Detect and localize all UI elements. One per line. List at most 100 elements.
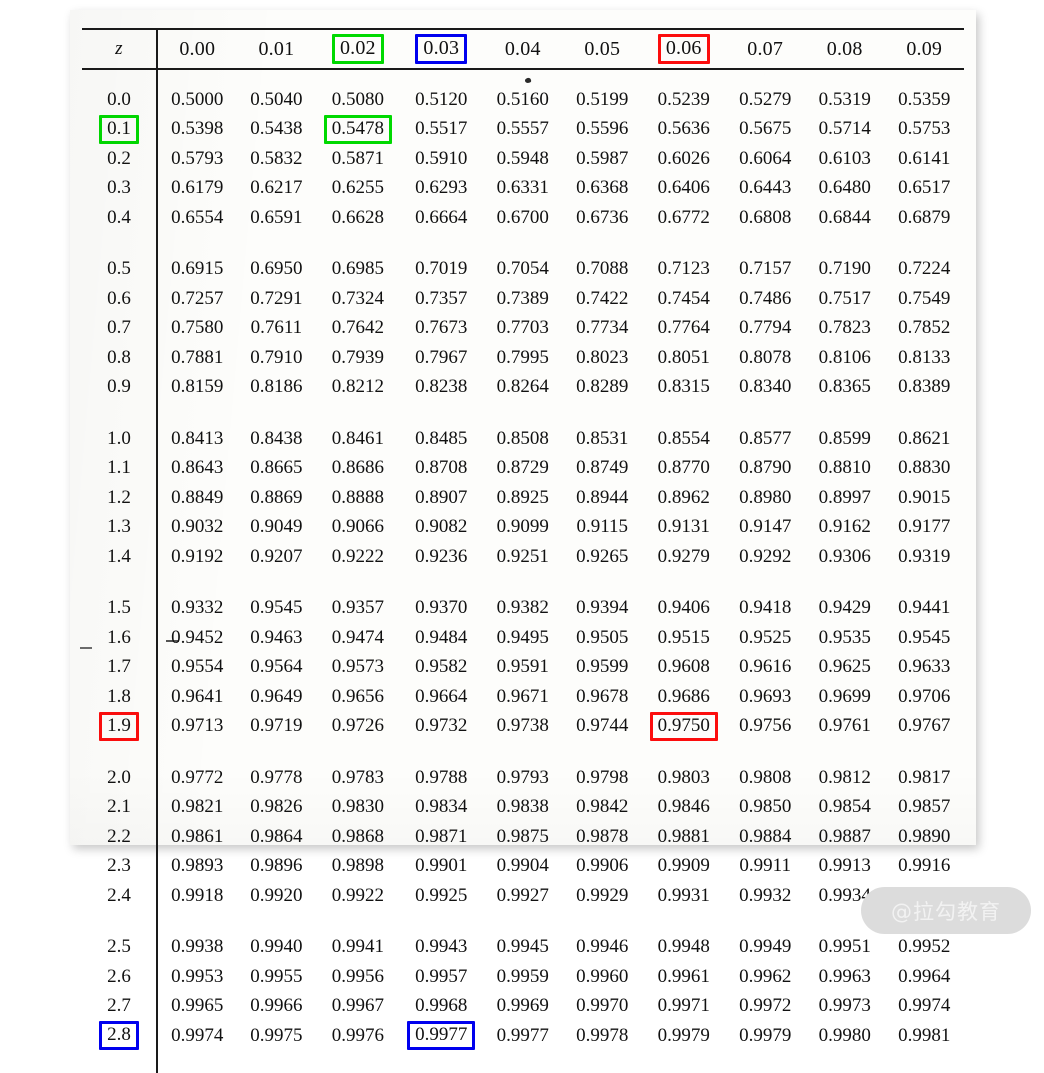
- table-cell: 0.8997: [805, 483, 885, 513]
- cell-value: 0.7995: [496, 346, 549, 368]
- table-cell: 0.6217: [237, 174, 317, 204]
- cell-value: 0.9382: [496, 597, 549, 619]
- table-cell: 0.7190: [805, 255, 885, 285]
- cell-value: 0.9761: [818, 715, 871, 737]
- table-row: 2.6 0.9953 0.9955 0.9956 0.9957 0.9959 0.9960 0…: [82, 962, 964, 992]
- cell-value: 0.9370: [415, 597, 468, 619]
- table-cell: 0.9573: [316, 653, 399, 683]
- table-spacer-cell: [884, 233, 964, 255]
- cell-value: 0.9545: [898, 626, 951, 648]
- table-spacer-cell: [157, 572, 237, 594]
- cell-value: 0.9946: [576, 936, 629, 958]
- cell-value: 0.9554: [171, 656, 224, 678]
- table-cell: 0.9946: [563, 933, 643, 963]
- table-cell: 0.9463: [237, 623, 317, 653]
- table-cell: 0.6736: [563, 203, 643, 233]
- cell-value: 0.9251: [496, 545, 549, 567]
- table-cell: 0.9953: [157, 962, 237, 992]
- table-row: 0.7 0.7580 0.7611 0.7642 0.7673 0.7703 0.7734 0…: [82, 313, 964, 343]
- highlight-box: 0.02: [331, 34, 384, 64]
- table-cell: 0.6591: [237, 203, 317, 233]
- cell-value: 0.9960: [576, 965, 629, 987]
- table-cell: 0.9726: [316, 712, 399, 742]
- cell-value: 0.9803: [657, 766, 710, 788]
- cell-value: 0.5000: [171, 88, 224, 110]
- cell-value: 0.6915: [171, 258, 224, 280]
- row-header-z-1-1: 1.1: [82, 453, 158, 483]
- table-cell: 0.9803: [642, 763, 725, 793]
- table-gap-cell: [316, 69, 399, 85]
- table-row: 1.6 0.9452 0.9463 0.9474 0.9484 0.9495 0.9505 0…: [82, 623, 964, 653]
- table-cell: 0.9971: [642, 992, 725, 1022]
- table-spacer-cell: [884, 741, 964, 763]
- table-cell: 0.9066: [316, 513, 399, 543]
- table-spacer-cell: [642, 911, 725, 933]
- cell-value: 0.9931: [657, 884, 710, 906]
- table-cell: 0.7389: [483, 284, 563, 314]
- cell-value: 0.5948: [496, 147, 549, 169]
- cell-value: 0.5596: [576, 118, 629, 140]
- table-spacer-cell: [82, 402, 158, 424]
- table-cell: 0.8665: [237, 454, 317, 484]
- row-header-label: 0.7: [107, 317, 131, 339]
- table-cell: 0.9963: [805, 962, 885, 992]
- table-row: 2.1 0.9821 0.9826 0.9830 0.9834 0.9838 0.9842 0…: [82, 792, 964, 823]
- table-cell: 0.6026: [642, 144, 725, 174]
- row-header-label: 2.2: [107, 825, 131, 847]
- table-tail-row: [82, 1050, 964, 1073]
- table-cell: 0.9525: [725, 623, 805, 653]
- table-tail-cell: [884, 1051, 964, 1073]
- cell-value: 0.9962: [739, 965, 792, 987]
- cell-value: 0.7967: [415, 346, 468, 368]
- cell-value: 0.6064: [739, 147, 792, 169]
- table-cell: 0.9788: [400, 763, 483, 793]
- table-gap-cell: [157, 69, 237, 85]
- cell-value: 0.9495: [496, 626, 549, 648]
- row-header-z-1-3: 1.3: [82, 512, 158, 542]
- table-cell: 0.9838: [483, 793, 563, 823]
- table-cell: 0.7157: [725, 255, 805, 285]
- cell-value: 0.6293: [415, 177, 468, 199]
- row-header-label: 1.3: [107, 516, 131, 538]
- table-cell: 0.9974: [157, 1021, 237, 1051]
- table-group-spacer: [82, 571, 964, 594]
- table-cell: 0.5398: [157, 115, 237, 145]
- z-table-head: z 0.00 0.01 0.02 0.03 0.04 0.05 0.06 0.07 0.08 0.…: [82, 28, 964, 70]
- cell-value: 0.5987: [576, 147, 629, 169]
- cell-value: 0.9884: [739, 825, 792, 847]
- cell-value: 0.9878: [576, 825, 629, 847]
- table-cell: 0.9713: [157, 712, 237, 742]
- cell-value: 0.6736: [576, 206, 629, 228]
- table-cell: 0.9959: [483, 962, 563, 992]
- table-cell: 0.9756: [725, 712, 805, 742]
- row-header-z-2-3: 2.3: [82, 851, 158, 881]
- cell-value: 0.8023: [576, 346, 629, 368]
- cell-value: 0.5910: [415, 147, 468, 169]
- table-cell: 0.8980: [725, 483, 805, 513]
- cell-value: 0.6554: [171, 206, 224, 228]
- table-group-spacer: [82, 232, 964, 255]
- table-cell: 0.9868: [316, 822, 399, 852]
- cell-value: 0.6443: [739, 177, 792, 199]
- column-header-0-00: 0.00: [156, 28, 237, 70]
- table-cell: 0.8186: [237, 373, 317, 403]
- cell-value: 0.9082: [415, 516, 468, 538]
- table-cell: 0.9911: [725, 852, 805, 882]
- row-header-z-1-0: 1.0: [82, 424, 158, 454]
- table-cell: 0.5120: [400, 85, 483, 115]
- table-spacer-cell: [400, 572, 483, 594]
- table-group-spacer: [82, 910, 964, 933]
- cell-value: 0.6141: [898, 147, 951, 169]
- table-cell: 0.9964: [884, 962, 964, 992]
- table-cell: 0.9972: [725, 992, 805, 1022]
- table-row: 1.3 0.9032 0.9049 0.9066 0.9082 0.9099 0.9115 0…: [82, 512, 964, 543]
- table-cell: 0.9535: [805, 623, 885, 653]
- table-cell: 0.9854: [805, 793, 885, 823]
- table-cell: 0.9222: [316, 542, 399, 572]
- cell-value: 0.9599: [576, 656, 629, 678]
- cell-value: 0.8485: [415, 427, 468, 449]
- column-header-label: 0.04: [504, 37, 541, 60]
- row-header-label: 1.4: [107, 545, 131, 567]
- table-spacer-cell: [642, 402, 725, 424]
- column-header-0-01: 0.01: [236, 28, 317, 70]
